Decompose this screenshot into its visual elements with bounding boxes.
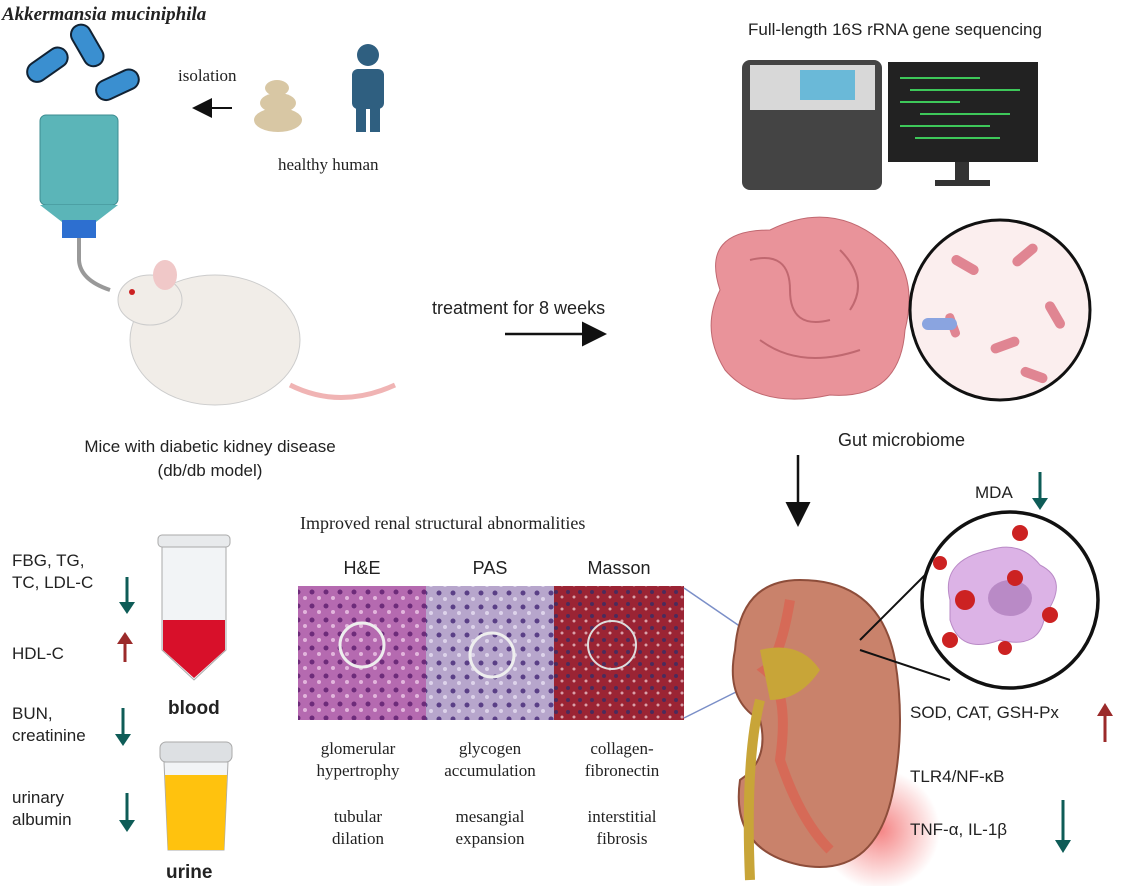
- stain-label-masson: Masson: [587, 558, 651, 578]
- biomarker-albumin: urinary albumin: [12, 788, 72, 829]
- donor-label: healthy human: [278, 155, 379, 174]
- antioxidant-label: SOD, CAT, GSH-Px: [910, 703, 1059, 722]
- urine-label: urine: [166, 862, 213, 883]
- blood-tube-icon: [157, 534, 231, 681]
- mda-label: MDA: [975, 483, 1013, 502]
- he-stain-image: [298, 586, 426, 720]
- masson-stain-image: [554, 586, 684, 720]
- kidney-icon: [731, 578, 901, 881]
- biomarker-renal-function: BUN, creatinine: [12, 704, 86, 745]
- he-caption-1: glomerular hypertrophy: [316, 739, 400, 780]
- pas-caption-1: glycogen accumulation: [444, 739, 536, 780]
- blood-label: blood: [168, 698, 220, 719]
- pas-stain-image: [426, 586, 554, 720]
- masson-caption-2: interstitial fibrosis: [587, 807, 657, 848]
- biomarker-lipids: FBG, TG, TC, LDL-C: [12, 551, 94, 592]
- pas-caption-2: mesangial expansion: [455, 807, 525, 848]
- human-icon: [352, 44, 384, 132]
- mouse-model-label-line2: (db/db model): [157, 461, 263, 480]
- pathway-label: TLR4/NF-κB: [910, 767, 1005, 786]
- organism-title: Akkermansia muciniphila: [2, 4, 207, 25]
- gut-microbiome-label: Gut microbiome: [838, 430, 966, 450]
- biomarker-arrows: [115, 472, 1113, 853]
- mouse-model-label-line1: Mice with diabetic kidney disease: [84, 437, 336, 456]
- treatment-label: treatment for 8 weeks: [432, 298, 606, 318]
- isolation-label: isolation: [178, 66, 237, 85]
- sequencer-icon: [742, 60, 882, 190]
- he-caption-2: tubular dilation: [332, 807, 384, 848]
- stain-label-he: H&E: [343, 558, 381, 578]
- bacteria-icon: [26, 23, 140, 102]
- histology-title: Improved renal structural abnormalities: [300, 513, 586, 533]
- microbiome-magnifier-icon: [908, 218, 1092, 402]
- masson-caption-1: collagen- fibronectin: [584, 739, 660, 780]
- water-bottle-icon: [39, 114, 119, 292]
- stain-label-pas: PAS: [472, 558, 508, 578]
- ros-cell-magnifier-icon: [920, 510, 1100, 690]
- sequencing-label: Full-length 16S rRNA gene sequencing: [748, 20, 1042, 39]
- intestine-icon: [710, 216, 910, 400]
- biomarker-hdl: HDL-C: [12, 644, 64, 663]
- mouse-icon: [117, 260, 397, 406]
- urine-cup-icon: [159, 741, 233, 851]
- stool-icon: [254, 80, 302, 132]
- cytokine-label: TNF-α, IL-1β: [910, 820, 1008, 839]
- monitor-icon: [888, 62, 1038, 186]
